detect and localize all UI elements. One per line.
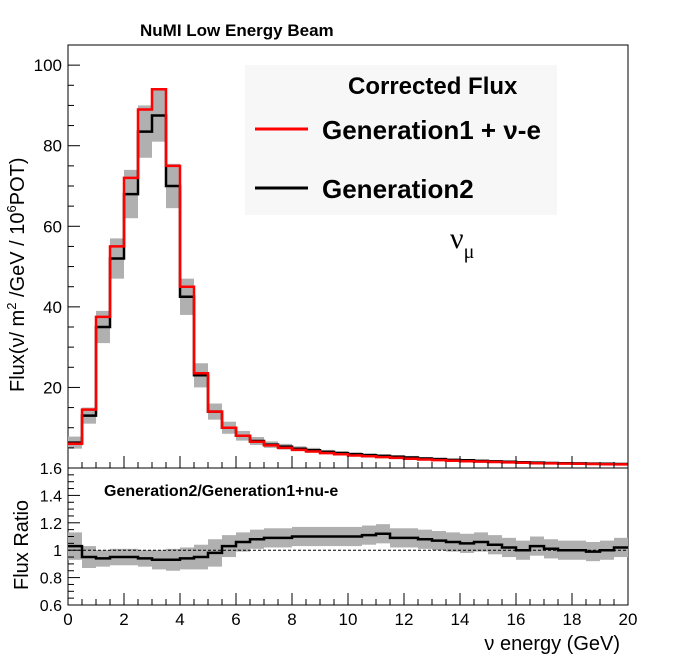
upper-y-tick-label-100: 100 xyxy=(34,56,62,75)
x-tick-label-12: 12 xyxy=(395,610,414,629)
upper-y-axis-label: Flux(ν/ m2 /GeV / 106POT) xyxy=(4,157,29,392)
lower-panel: 0.6 0.8 1 1.2 1.4 1.6 0 2 4 6 8 10 12 14 16 18 20 Gener… xyxy=(11,461,637,655)
ratio-title: Generation2/Generation1+nu-e xyxy=(104,483,338,500)
lower-y-tick-label-1.4: 1.4 xyxy=(40,488,62,505)
lower-y-tick-label-1.2: 1.2 xyxy=(40,516,62,533)
lower-y-tick-label-1: 1 xyxy=(53,543,62,560)
x-tick-label-16: 16 xyxy=(507,610,526,629)
upper-title: NuMI Low Energy Beam xyxy=(140,21,334,40)
lower-y-axis-label: Flux Ratio xyxy=(11,500,33,590)
legend-label-generation2: Generation2 xyxy=(322,174,474,204)
numu-label: νμ xyxy=(450,222,474,263)
lower-y-tick-label-0.6: 0.6 xyxy=(40,598,62,615)
lower-y-ticks: 0.6 0.8 1 1.2 1.4 1.6 xyxy=(40,461,80,615)
upper-y-tick-label-60: 60 xyxy=(43,217,62,236)
legend-label-generation1: Generation1 + ν-e xyxy=(322,115,541,145)
lower-y-tick-label-0.8: 0.8 xyxy=(40,571,62,588)
numu-label-sub: μ xyxy=(464,241,475,263)
lower-y-tick-label-1.6: 1.6 xyxy=(40,461,62,478)
x-tick-label-4: 4 xyxy=(175,610,184,629)
x-tick-label-6: 6 xyxy=(231,610,240,629)
x-tick-label-8: 8 xyxy=(287,610,296,629)
upper-y-tick-label-40: 40 xyxy=(43,298,62,317)
x-tick-label-14: 14 xyxy=(451,610,470,629)
x-tick-label-2: 2 xyxy=(119,610,128,629)
legend-box xyxy=(245,65,557,215)
x-tick-label-18: 18 xyxy=(563,610,582,629)
upper-y-tick-label-80: 80 xyxy=(43,137,62,156)
x-tick-label-20: 20 xyxy=(619,610,638,629)
x-tick-label-0: 0 xyxy=(63,610,72,629)
series-line-ratio xyxy=(68,532,628,562)
numu-label-base: ν xyxy=(450,222,464,255)
x-axis-ticks: 0 2 4 6 8 10 12 14 16 18 20 xyxy=(63,593,637,629)
lower-series-lines xyxy=(68,532,628,562)
upper-y-tick-label-20: 20 xyxy=(43,378,62,397)
annotation-corrected-flux: Corrected Flux xyxy=(348,73,518,100)
x-tick-label-10: 10 xyxy=(339,610,358,629)
upper-y-ticks: 20 40 60 80 100 xyxy=(34,56,629,468)
upper-panel: 20 40 60 80 100 NuMI Low Energy Beam Correct… xyxy=(4,21,629,469)
x-axis-label: ν energy (GeV) xyxy=(484,633,620,655)
